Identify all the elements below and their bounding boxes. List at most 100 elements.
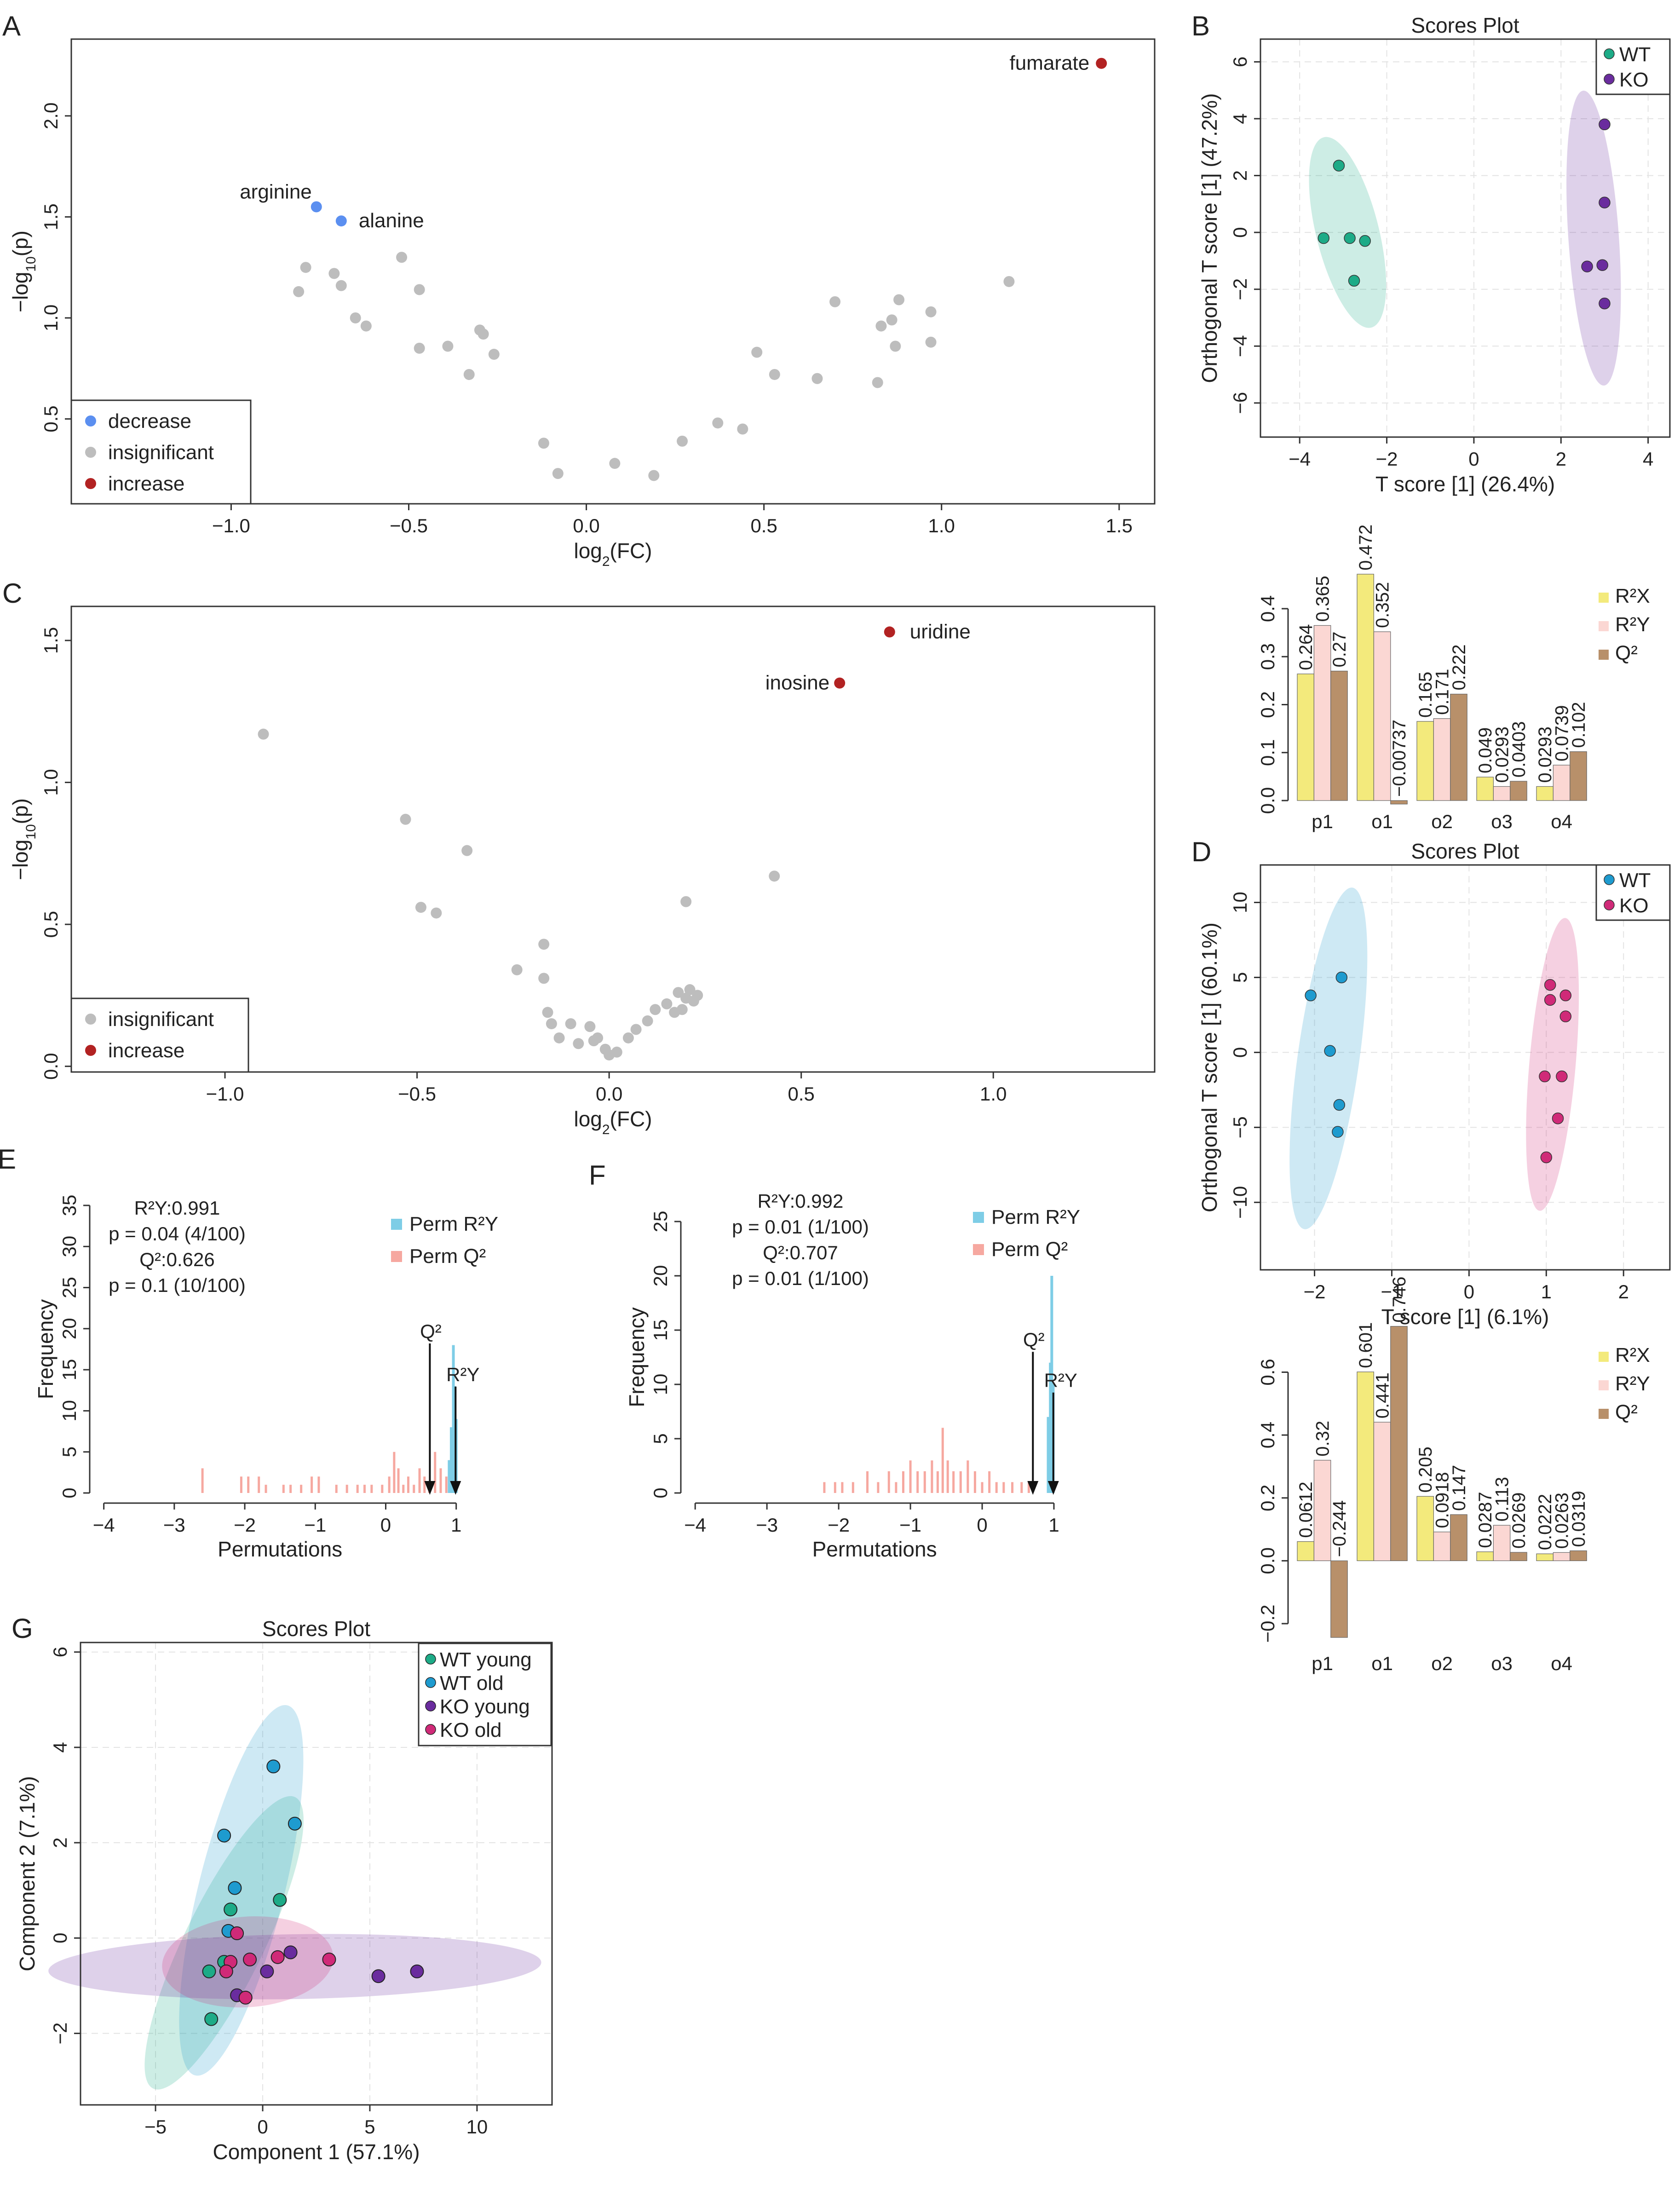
metric-bar (1433, 718, 1451, 801)
metric-bar (1510, 781, 1527, 801)
point-label: uridine (910, 621, 971, 643)
legend-box (1595, 864, 1671, 921)
score-point (228, 1881, 242, 1895)
x-axis-label: log2(FC) (574, 1107, 652, 1137)
data-point-insignificant (396, 252, 408, 263)
y-tick-label: 20 (650, 1265, 671, 1287)
point-label: alanine (359, 209, 424, 232)
x-tick-label: −2 (828, 1514, 850, 1536)
stats-text: p = 0.01 (1/100) (732, 1268, 869, 1289)
legend-marker (425, 1724, 436, 1735)
metric-bar (1297, 1541, 1315, 1561)
legend-label: KO (1619, 69, 1649, 91)
y-tick-label: 1.0 (40, 305, 62, 331)
data-point-insignificant (886, 314, 898, 326)
y-axis-label: −log10(p) (8, 231, 39, 312)
confidence-ellipse (48, 1934, 541, 2000)
y-tick-label: 0.0 (1257, 787, 1278, 814)
x-tick-label: 1 (1048, 1514, 1059, 1536)
metric-bar (1373, 631, 1391, 801)
x-tick-label: −4 (93, 1514, 115, 1536)
y-tick-label: 0.4 (1257, 1422, 1278, 1448)
y-tick-label: 0.2 (1257, 1485, 1278, 1511)
metric-bar (1433, 1532, 1451, 1561)
bar-value-label: 0.0263 (1552, 1493, 1572, 1549)
y-axis-label: Orthogonal T score [1] (47.2%) (1197, 93, 1221, 383)
score-point (204, 2012, 219, 2026)
score-point (1596, 259, 1608, 271)
y-tick-label: 5 (1229, 972, 1251, 983)
y-tick-label: 0.0 (1257, 1547, 1278, 1574)
data-point-insignificant (611, 1046, 622, 1058)
legend-marker (1604, 48, 1615, 59)
x-axis-label: Permutations (218, 1537, 342, 1561)
y-tick-label: 4 (1229, 113, 1251, 124)
legend-label: Perm Q² (409, 1245, 486, 1268)
data-point-insignificant (258, 728, 269, 740)
y-axis-label: Orthogonal T score [1] (60.1%) (1197, 922, 1221, 1212)
data-point-insignificant (1003, 276, 1015, 287)
bar-value-label: 0.365 (1313, 576, 1333, 622)
metric-bar (1357, 1372, 1375, 1561)
data-point-insignificant (630, 1024, 642, 1035)
scores-frame (80, 1642, 553, 2106)
y-tick-label: 0.4 (1257, 595, 1278, 622)
legend-swatch (973, 1212, 984, 1223)
score-point (1333, 160, 1345, 172)
x-tick-label: −4 (1289, 448, 1311, 470)
x-tick-label: 1 (1541, 1281, 1552, 1302)
x-tick-label: −1.0 (212, 515, 250, 536)
x-tick-label: 1.5 (1106, 515, 1133, 536)
data-point-insignificant (538, 973, 550, 984)
data-point-insignificant (400, 813, 411, 825)
confidence-ellipse (144, 1796, 304, 2090)
score-point (1324, 1045, 1336, 1057)
data-point-insignificant (538, 939, 550, 950)
data-point-insignificant (414, 284, 425, 295)
metric-bar (1297, 674, 1315, 801)
point-label: inosine (765, 672, 829, 694)
y-axis-label: Component 2 (7.1%) (15, 1776, 39, 1971)
legend-label: R²X (1615, 585, 1650, 607)
metric-bar (1313, 1460, 1331, 1561)
panel-label-D: D (1191, 836, 1211, 867)
data-point-insignificant (488, 349, 500, 360)
legend-marker (85, 1014, 96, 1025)
bar-value-label: 0.472 (1356, 524, 1376, 571)
score-point (238, 1990, 253, 2005)
metric-bar (1450, 693, 1467, 801)
x-tick-label: 0 (1464, 1281, 1474, 1302)
legend-label: insignificant (108, 441, 214, 464)
scores-frame (1260, 864, 1671, 1271)
score-point (1599, 118, 1611, 131)
data-point-insignificant (552, 468, 564, 479)
score-point (260, 1964, 274, 1978)
confidence-ellipse (1289, 888, 1368, 1229)
bar-value-label: 0.264 (1296, 624, 1316, 670)
arrow-head (424, 1481, 436, 1495)
bar-value-label: 0.0293 (1535, 726, 1555, 783)
score-point (1359, 235, 1371, 247)
data-point-insignificant (511, 964, 523, 975)
metric-bar (1330, 670, 1348, 801)
data-point-insignificant (478, 328, 489, 340)
score-point (1540, 1151, 1553, 1164)
metric-bar (1510, 1552, 1527, 1561)
score-point (322, 1952, 336, 1966)
metric-bar (1570, 751, 1587, 801)
data-point-insignificant (925, 306, 937, 317)
score-point (410, 1964, 424, 1978)
y-tick-label: 2.0 (40, 103, 62, 129)
legend-label: Perm R²Y (991, 1206, 1080, 1228)
legend-label: increase (108, 473, 184, 495)
bar-value-label: 0.441 (1373, 1372, 1393, 1418)
data-point-insignificant (751, 346, 763, 358)
metric-bar (1536, 1553, 1554, 1561)
metric-bar (1476, 1551, 1494, 1561)
y-tick-label: 5 (650, 1433, 671, 1444)
bar-value-label: 0.0293 (1492, 726, 1513, 783)
x-tick-label: −4 (684, 1514, 706, 1536)
legend-label: Q² (1615, 642, 1638, 664)
legend-label: KO old (440, 1719, 502, 1741)
legend-label: increase (108, 1039, 184, 1062)
